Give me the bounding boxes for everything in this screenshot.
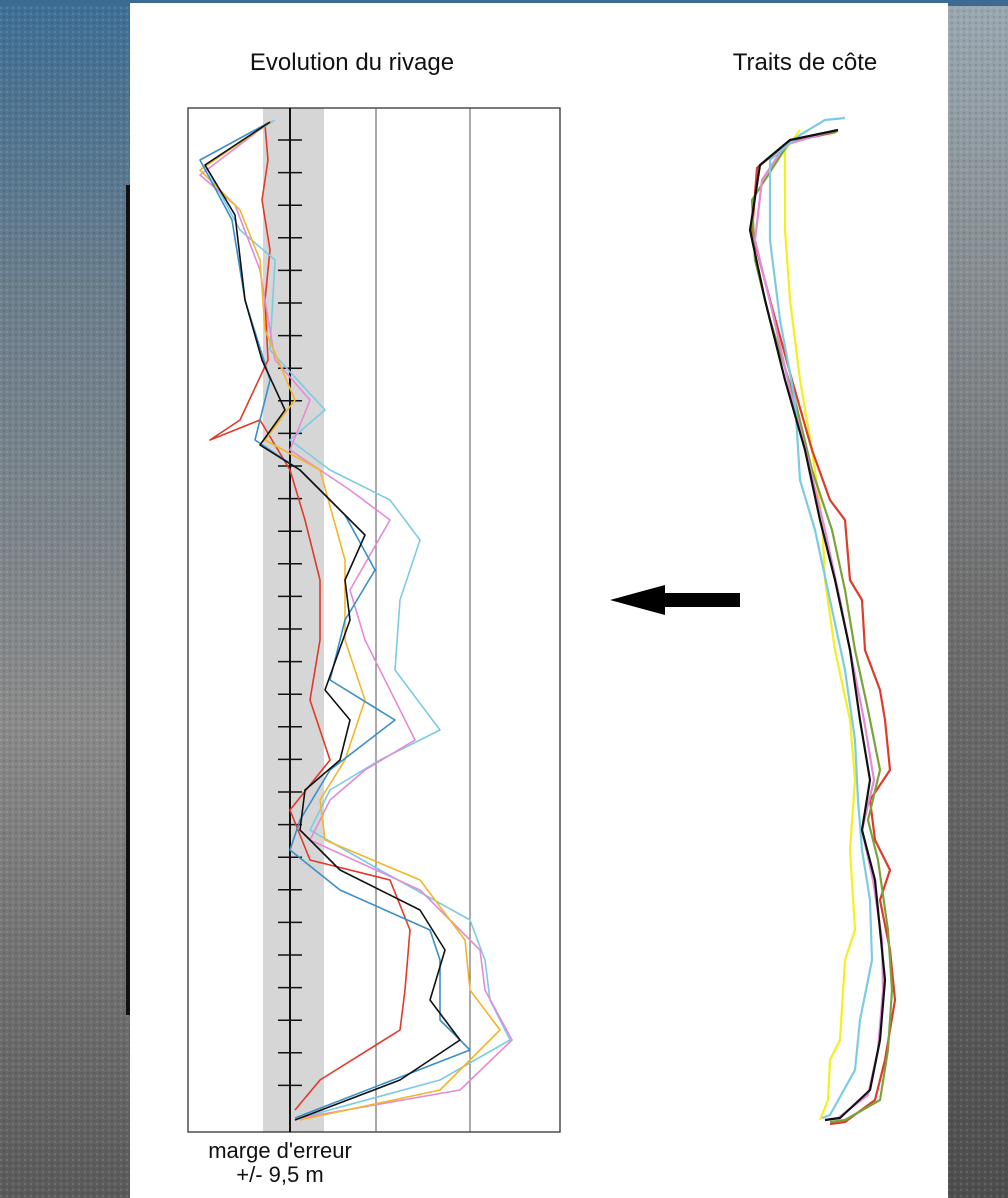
page: {"left_panel": {"title": "Evolution du r… xyxy=(0,0,1008,1198)
photo-edge xyxy=(126,185,130,1015)
figure-panel xyxy=(130,3,948,1198)
figure: Evolution du rivage Traits de côte marge… xyxy=(0,0,1008,1198)
error-band xyxy=(263,108,324,1132)
caption-line: marge d'erreur xyxy=(208,1138,352,1163)
right-title: Traits de côte xyxy=(733,49,878,76)
left-title: Evolution du rivage xyxy=(250,49,454,76)
caption-line: +/- 9,5 m xyxy=(236,1162,323,1187)
sea-texture xyxy=(0,6,135,1198)
land-texture xyxy=(948,6,1008,1198)
